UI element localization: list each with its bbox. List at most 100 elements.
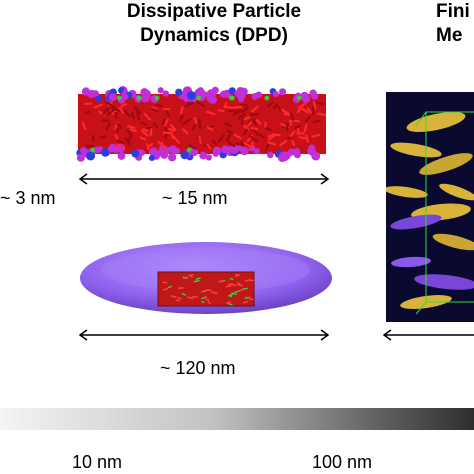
tail-segment [162, 118, 169, 128]
headgroup-particle [117, 152, 126, 160]
tail-segment [127, 125, 136, 130]
tail-segment [225, 133, 232, 142]
tail-segment [246, 120, 253, 127]
tail-segment [182, 128, 189, 135]
patch-segment [207, 301, 212, 305]
tail-segment [127, 134, 133, 143]
headgroup-particle [85, 151, 96, 161]
fem-title-line2: Me [436, 25, 463, 46]
tail-segment [114, 133, 119, 140]
patch-segment [201, 296, 208, 300]
headgroup-particle [186, 91, 196, 100]
tail-segment [271, 133, 281, 137]
tail-segment [235, 142, 244, 147]
dpd-membrane-slab [76, 85, 327, 163]
marker-particle [136, 95, 142, 101]
tail-segment [116, 122, 122, 129]
tail-segment [237, 112, 247, 120]
headgroup-particle [108, 93, 117, 102]
tail-segment [178, 114, 184, 123]
patch-segment [225, 284, 232, 288]
tail-segment [289, 112, 295, 121]
tail-segment [106, 108, 115, 116]
tail-segment [142, 128, 149, 133]
tail-segment [316, 112, 327, 117]
tail-segment [303, 123, 308, 133]
tail-segment [99, 135, 107, 139]
tail-segment [140, 122, 148, 126]
patch-segment [244, 278, 251, 282]
headgroup-particle [272, 90, 279, 98]
headgroup-particle [228, 87, 236, 95]
patch-segment [167, 285, 172, 289]
patch-segment [236, 283, 243, 287]
marker-particle [186, 147, 192, 153]
headgroup-particle [144, 92, 151, 100]
marker-particle [229, 95, 234, 101]
patch-segment [170, 295, 177, 298]
fem-title-line1: Fini [436, 1, 470, 22]
patch-segment [178, 287, 184, 290]
purple-disk [80, 242, 332, 314]
dpd-title-line1: Dissipative Particle [126, 1, 302, 22]
fem-disks [386, 111, 474, 309]
tail-segment [226, 129, 234, 135]
headgroup-particle [279, 88, 287, 96]
tail-segment [211, 139, 219, 147]
tail-segment [250, 126, 259, 131]
tail-segment [224, 105, 234, 110]
tail-segment [288, 119, 293, 126]
headgroup-particle [236, 87, 245, 96]
patch-segment [193, 279, 200, 283]
tail-segment [105, 122, 111, 130]
headgroup-particle [311, 92, 319, 100]
tail-segment [312, 119, 322, 123]
marker-particle [116, 95, 122, 101]
tail-segment [301, 108, 310, 114]
tail-segment [233, 133, 242, 140]
headgroup-particle [148, 154, 155, 162]
dpd-title: Dissipative Particle Dynamics (DPD) [108, 0, 320, 48]
tail-segment [123, 109, 131, 118]
fem-disk [390, 214, 442, 230]
membrane-particles [76, 85, 327, 163]
tail-segment [133, 106, 142, 115]
fem-simulation-panel [386, 92, 474, 322]
headgroup-particle [88, 89, 97, 98]
tail-segment [120, 103, 127, 108]
tail-segment [116, 127, 120, 134]
fem-title: Fini Me [436, 0, 474, 48]
tail-segment [264, 143, 270, 152]
dpd-title-line2: Dynamics (DPD) [140, 25, 288, 46]
scale-tick-100nm: 100 nm [312, 452, 373, 472]
headgroup-particle [95, 95, 102, 102]
fem-disk [414, 274, 474, 290]
fem-disk [390, 142, 442, 158]
tail-segment [143, 112, 152, 121]
headgroup-particle [180, 150, 189, 160]
tail-segment [164, 109, 171, 117]
patch-segment [231, 292, 238, 296]
tail-segment [93, 103, 104, 109]
tail-segment [250, 105, 259, 113]
tail-segment [304, 115, 311, 123]
tail-segment [85, 144, 95, 148]
headgroup-particle [171, 146, 179, 154]
tail-segment [217, 109, 225, 113]
tail-segment [116, 139, 125, 145]
patch-segment [235, 275, 239, 278]
headgroup-particle [300, 91, 309, 101]
disk-top-face [102, 248, 310, 292]
headgroup-particle [308, 144, 316, 152]
marker-particle [154, 95, 160, 101]
patch-segment [244, 296, 250, 300]
patch-segment [242, 300, 249, 304]
tail-segment [294, 124, 302, 130]
tail-segment [160, 141, 166, 152]
headgroup-particle [175, 88, 183, 96]
tail-segment [290, 119, 300, 123]
tail-segment [298, 136, 307, 140]
patch-segment [162, 281, 168, 284]
headgroup-particle [293, 151, 301, 159]
headgroup-particle [199, 151, 208, 160]
